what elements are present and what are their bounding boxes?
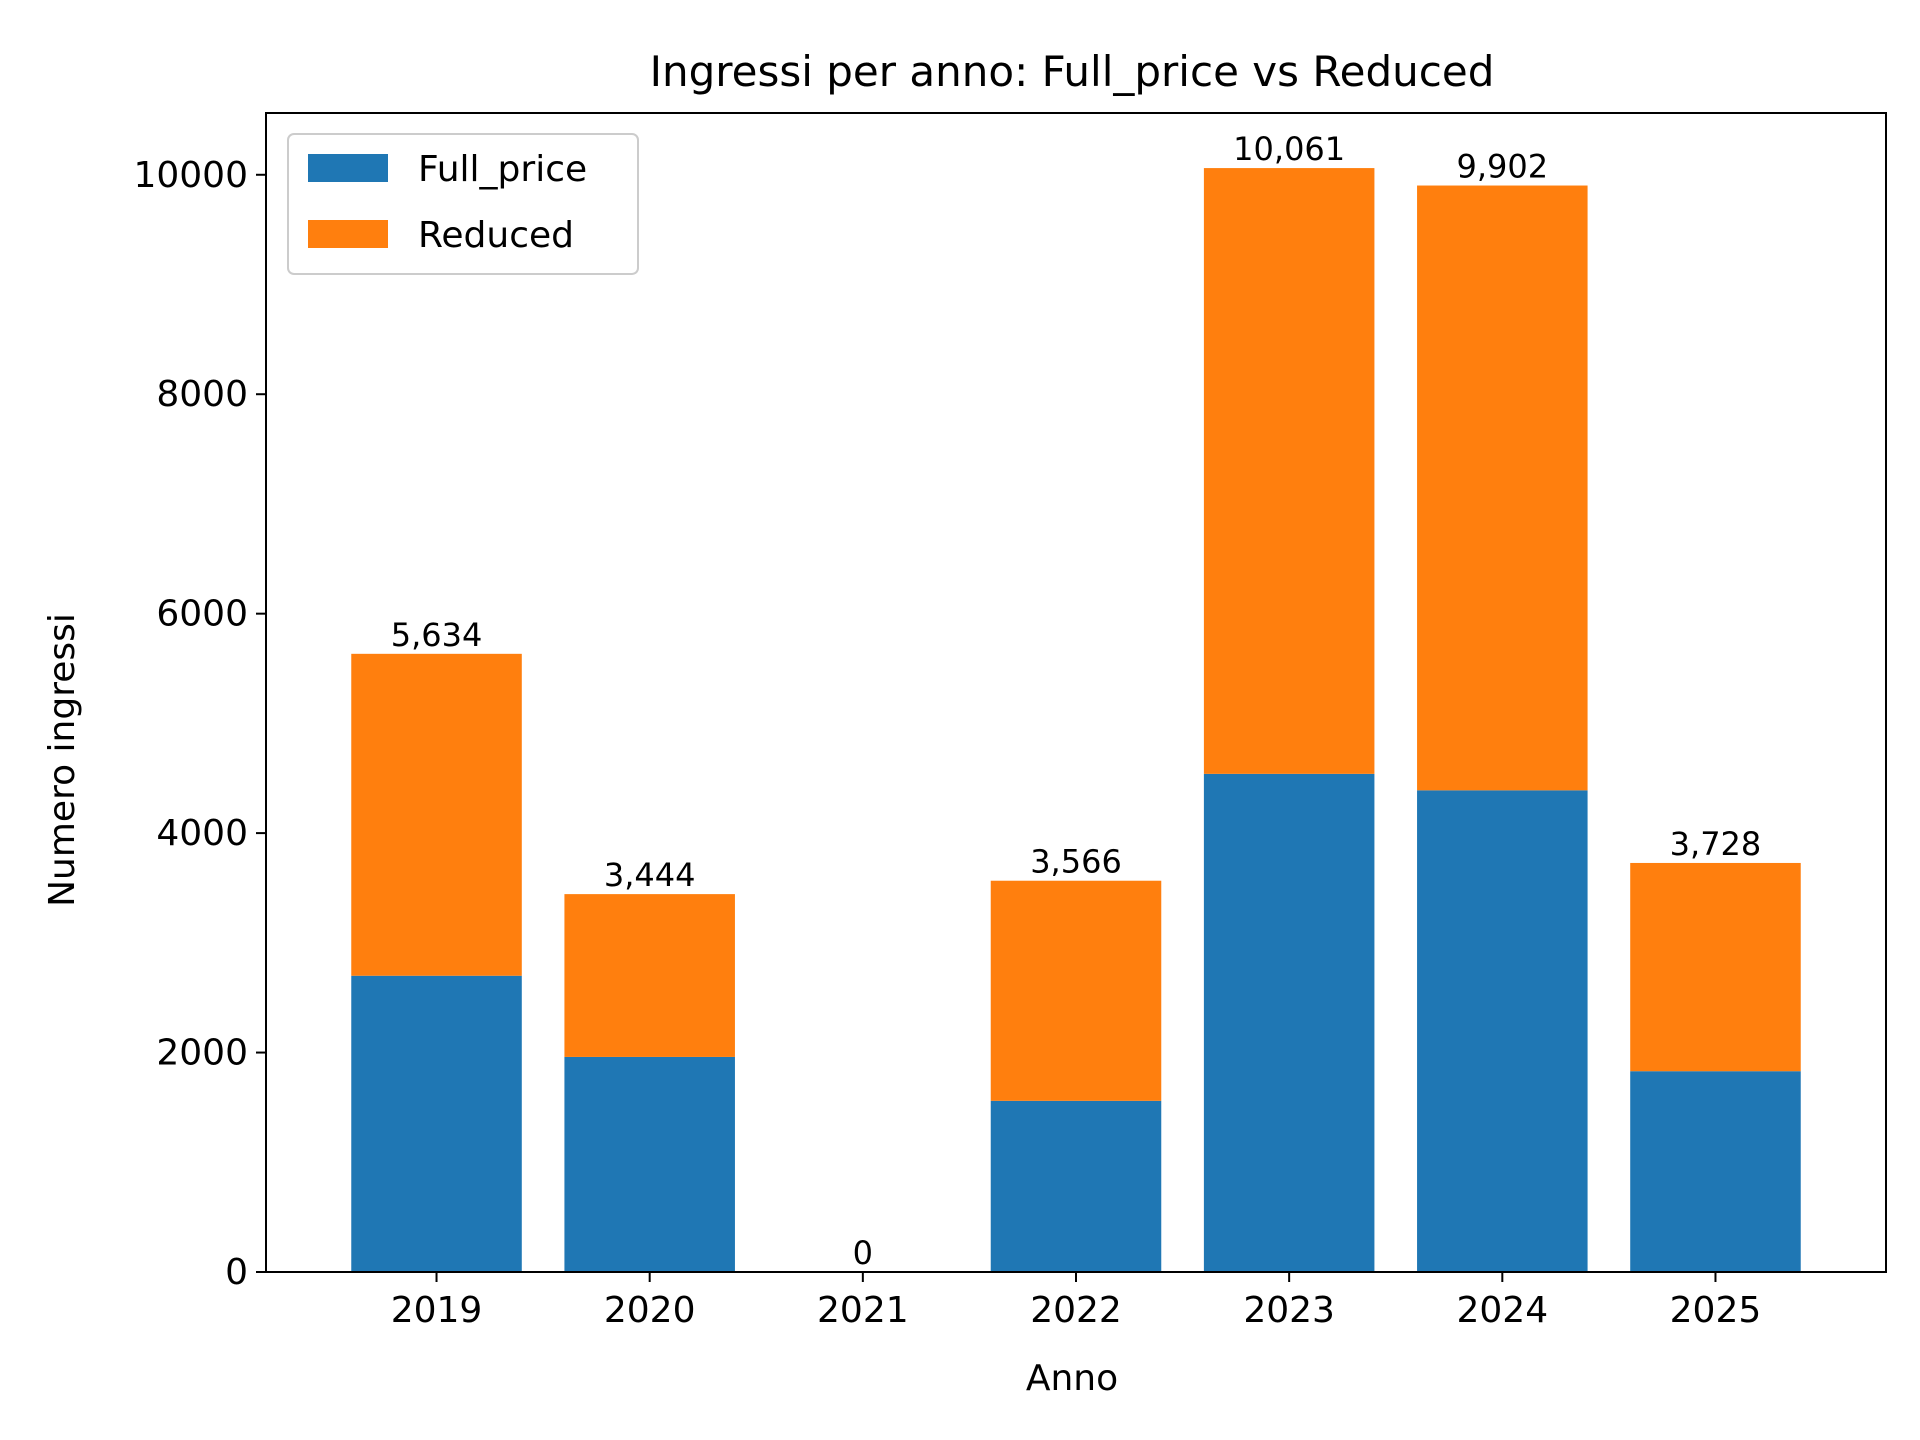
x-tick-label-2021: 2021 bbox=[817, 1290, 909, 1331]
legend-swatch-reduced bbox=[308, 220, 388, 248]
legend: Full_price Reduced bbox=[287, 133, 639, 275]
y-tick-label-4000: 4000 bbox=[156, 813, 248, 854]
bar-reduced-2019 bbox=[351, 653, 522, 976]
x-axis-label: Anno bbox=[1026, 1358, 1118, 1399]
bar-reduced-2024 bbox=[1417, 185, 1588, 791]
data-label-2024: 9,902 bbox=[1457, 148, 1549, 186]
bar-reduced-2025 bbox=[1630, 862, 1801, 1072]
bar-full-price-2019 bbox=[351, 975, 522, 1272]
data-label-2023: 10,061 bbox=[1233, 130, 1345, 168]
data-label-2020: 3,444 bbox=[604, 856, 696, 894]
bar-reduced-2022 bbox=[990, 880, 1162, 1101]
x-tick-label-2025: 2025 bbox=[1670, 1290, 1762, 1331]
x-tick-label-2024: 2024 bbox=[1457, 1290, 1549, 1331]
bar-full-price-2023 bbox=[1203, 773, 1375, 1272]
bar-reduced-2020 bbox=[564, 894, 735, 1057]
y-tick-label-6000: 6000 bbox=[156, 594, 248, 635]
bar-reduced-2023 bbox=[1203, 168, 1375, 774]
data-label-2019: 5,634 bbox=[391, 616, 483, 654]
bar-full-price-2022 bbox=[990, 1100, 1162, 1272]
x-tick-label-2023: 2023 bbox=[1243, 1290, 1335, 1331]
x-tick-label-2020: 2020 bbox=[604, 1290, 696, 1331]
data-label-2021: 0 bbox=[853, 1234, 873, 1272]
legend-label-reduced: Reduced bbox=[418, 215, 574, 256]
y-tick-label-2000: 2000 bbox=[156, 1033, 248, 1074]
plot-area: 5,634 3,444 0 3,566 10,061 9,902 3,728 0 2000 400… bbox=[133, 112, 1887, 1331]
data-label-2022: 3,566 bbox=[1030, 843, 1122, 881]
legend-label-full-price: Full_price bbox=[418, 149, 587, 190]
bar-full-price-2020 bbox=[564, 1056, 735, 1272]
bar-full-price-2024 bbox=[1417, 790, 1588, 1272]
y-tick-label-10000: 10000 bbox=[133, 155, 248, 196]
bar-full-price-2025 bbox=[1630, 1071, 1801, 1272]
legend-swatch-full-price bbox=[308, 154, 388, 182]
x-tick-label-2022: 2022 bbox=[1030, 1290, 1122, 1331]
y-tick-label-0: 0 bbox=[225, 1252, 248, 1293]
y-axis-label: Numero ingressi bbox=[42, 613, 83, 907]
y-tick-label-8000: 8000 bbox=[156, 374, 248, 415]
chart-title: Ingressi per anno: Full_price vs Reduced bbox=[650, 47, 1495, 96]
x-tick-label-2019: 2019 bbox=[391, 1290, 483, 1331]
data-label-2025: 3,728 bbox=[1670, 825, 1762, 863]
